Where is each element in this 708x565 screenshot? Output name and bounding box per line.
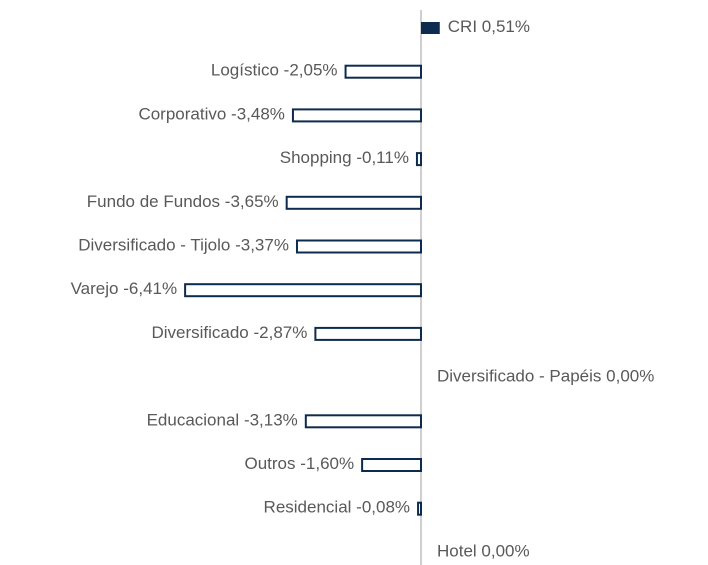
value-label: 0,00% (606, 367, 654, 386)
bar-label: Fundo de Fundos -3,65% (87, 192, 279, 211)
category-label: Diversificado - Tijolo (78, 236, 230, 255)
value-label: -6,41% (123, 280, 177, 299)
value-label: -3,13% (244, 411, 298, 430)
bar (344, 64, 422, 79)
bar-label: Residencial -0,08% (264, 498, 411, 517)
bar-label: Outros -1,60% (244, 454, 354, 473)
bar (291, 108, 422, 123)
bar-label: Hotel 0,00% (437, 542, 530, 561)
category-label: CRI (448, 17, 477, 36)
bar-label: Shopping -0,11% (280, 149, 409, 168)
value-label: -2,87% (254, 323, 308, 342)
value-label: -0,08% (356, 498, 410, 517)
category-label: Hotel (437, 542, 477, 561)
bar-label: Corporativo -3,48% (138, 105, 284, 124)
value-label: -3,48% (231, 105, 285, 124)
category-label: Residencial (264, 498, 352, 517)
bar (304, 414, 423, 429)
bar-label: CRI 0,51% (448, 17, 530, 36)
value-label: -0,11% (356, 149, 409, 168)
bar (421, 22, 440, 34)
category-label: Varejo (71, 280, 119, 299)
value-label: -3,65% (225, 192, 279, 211)
value-label: -2,05% (284, 61, 338, 80)
category-label: Logístico (211, 61, 279, 80)
bar-label: Educacional -3,13% (147, 411, 298, 430)
bar (285, 195, 422, 210)
value-label: -1,60% (300, 454, 354, 473)
bar (295, 239, 423, 254)
value-label: -3,37% (235, 236, 289, 255)
category-label: Shopping (280, 149, 352, 168)
bar (417, 501, 422, 516)
category-label: Diversificado (151, 323, 248, 342)
bar (361, 458, 422, 472)
bar-label: Diversificado -2,87% (151, 323, 307, 342)
bar-label: Logístico -2,05% (211, 61, 338, 80)
bar (184, 283, 422, 298)
category-label: Diversificado - Papéis (437, 367, 601, 386)
category-label: Educacional (147, 411, 240, 430)
category-label: Fundo de Fundos (87, 192, 220, 211)
bar (314, 326, 422, 341)
bar (415, 152, 422, 167)
category-label: Corporativo (138, 105, 226, 124)
value-label: 0,00% (481, 542, 529, 561)
category-label: Outros (244, 454, 295, 473)
bar-label: Diversificado - Tijolo -3,37% (78, 236, 289, 255)
value-label: 0,51% (482, 17, 530, 36)
bar-label: Varejo -6,41% (71, 280, 178, 299)
bar-label: Diversificado - Papéis 0,00% (437, 367, 654, 386)
